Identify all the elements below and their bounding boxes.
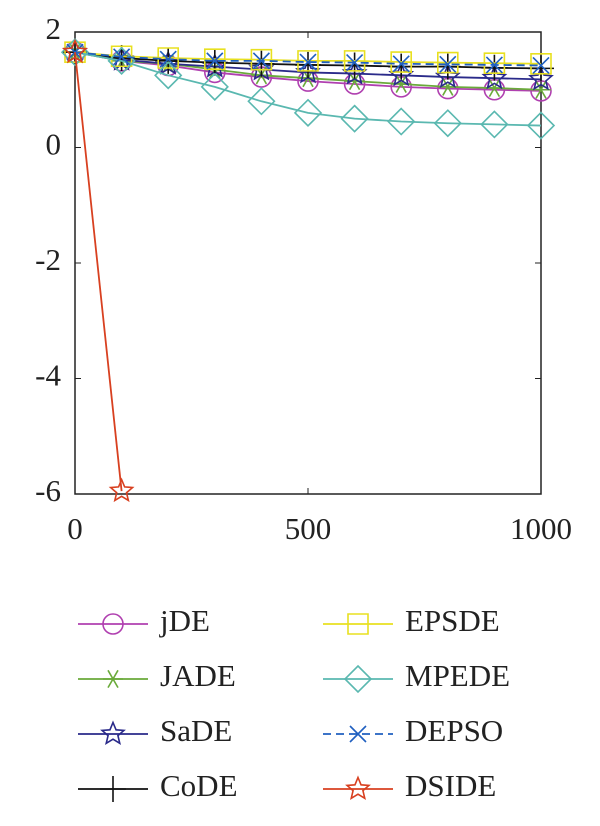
marker xyxy=(437,51,459,74)
legend-label: SaDE xyxy=(160,713,232,748)
legend-item: MPEDE xyxy=(323,658,510,694)
marker xyxy=(252,52,270,70)
marker xyxy=(387,107,416,136)
legend-item: CoDE xyxy=(78,768,238,803)
legend-label: DEPSO xyxy=(405,713,503,748)
marker xyxy=(439,55,457,73)
marker xyxy=(103,669,123,689)
legend-item: DEPSO xyxy=(323,713,503,748)
marker xyxy=(481,54,508,81)
legend-item: SaDE xyxy=(78,713,232,748)
legend-label: EPSDE xyxy=(405,603,500,638)
marker xyxy=(483,52,506,74)
y-tick-label: 2 xyxy=(46,11,62,46)
marker xyxy=(100,720,126,745)
marker xyxy=(247,87,276,116)
legend-label: JADE xyxy=(160,658,236,693)
legend-label: MPEDE xyxy=(405,658,510,693)
marker xyxy=(341,52,368,79)
marker xyxy=(340,104,369,133)
marker xyxy=(250,48,273,71)
series-line xyxy=(74,52,123,492)
marker xyxy=(532,56,550,75)
legend-item: DSIDE xyxy=(323,768,496,803)
y-tick-label: -6 xyxy=(35,473,61,508)
marker xyxy=(526,111,556,140)
marker xyxy=(481,64,508,90)
marker xyxy=(390,51,412,73)
y-tick-label: -4 xyxy=(35,358,61,393)
marker xyxy=(293,98,323,127)
legend-label: jDE xyxy=(159,603,210,638)
marker xyxy=(347,613,369,635)
legend-label: CoDE xyxy=(160,768,238,803)
y-tick-label: 0 xyxy=(46,127,62,162)
marker xyxy=(343,664,373,694)
marker xyxy=(200,72,229,101)
marker xyxy=(113,48,131,66)
marker xyxy=(248,50,275,77)
marker xyxy=(346,54,364,72)
legend-item: JADE xyxy=(78,658,236,693)
marker xyxy=(206,52,224,70)
legend-item: EPSDE xyxy=(323,603,500,638)
marker xyxy=(531,80,551,99)
marker xyxy=(485,56,503,74)
marker xyxy=(433,109,462,138)
marker xyxy=(108,477,135,503)
marker xyxy=(528,65,554,91)
marker xyxy=(392,55,410,73)
marker xyxy=(343,50,366,72)
x-tick-label: 0 xyxy=(67,511,83,546)
marker xyxy=(299,53,317,71)
marker xyxy=(480,110,509,139)
marker xyxy=(530,52,552,75)
x-tick-label: 500 xyxy=(285,511,332,546)
marker xyxy=(345,775,371,800)
marker xyxy=(155,47,182,74)
marker xyxy=(159,50,177,68)
marker xyxy=(157,47,179,69)
series-line xyxy=(74,51,542,127)
x-tick-label: 1000 xyxy=(510,511,572,546)
marker xyxy=(388,53,415,80)
plot-frame xyxy=(74,31,542,495)
series-line xyxy=(74,51,542,92)
marker xyxy=(349,725,367,743)
marker xyxy=(297,50,319,72)
marker xyxy=(204,48,226,70)
marker xyxy=(201,49,228,76)
marker xyxy=(434,53,461,80)
y-tick-label: -2 xyxy=(35,242,61,277)
marker xyxy=(154,61,183,90)
marker xyxy=(62,38,88,64)
marker xyxy=(102,613,124,635)
marker xyxy=(295,51,321,78)
marker xyxy=(528,55,554,82)
legend-item: jDE xyxy=(78,603,210,638)
marker xyxy=(100,776,126,802)
series-line xyxy=(74,51,542,65)
legend-label: DSIDE xyxy=(405,768,496,803)
